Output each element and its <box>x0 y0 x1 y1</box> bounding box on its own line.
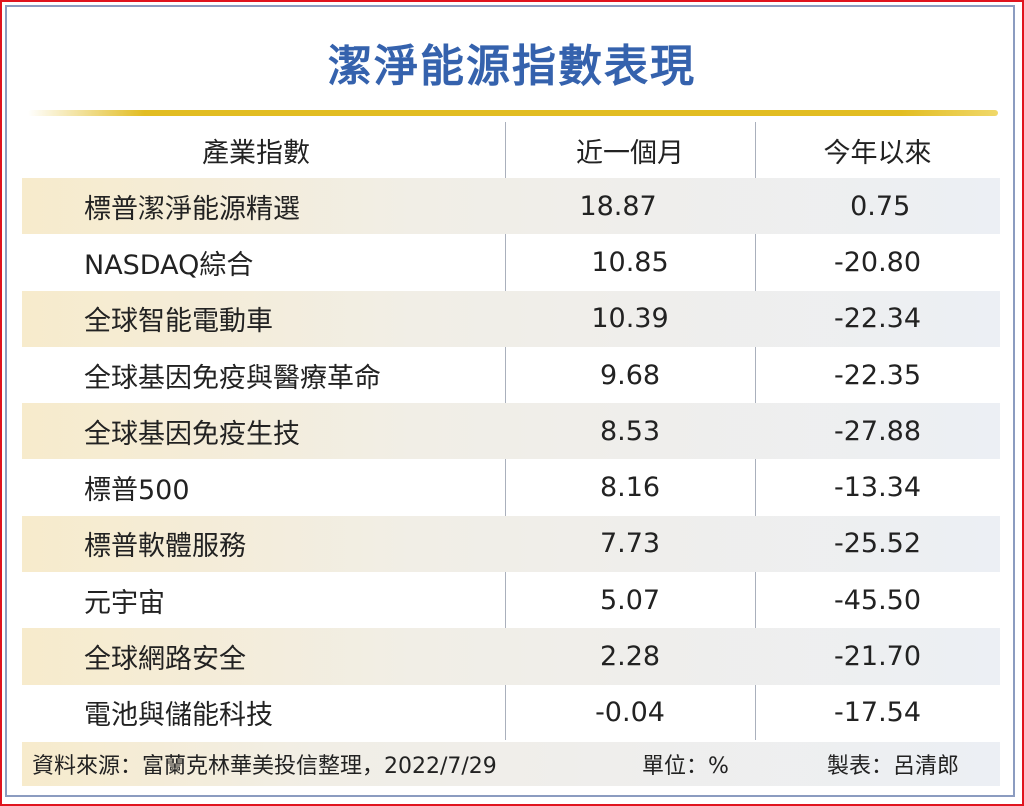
month-value: 18.87 <box>579 190 657 222</box>
ytd-value: -13.34 <box>833 472 922 504</box>
ytd-value: -22.35 <box>833 359 922 391</box>
unit-note: 單位：% <box>642 754 729 779</box>
header-past-month: 近一個月 <box>576 137 684 169</box>
table-row: 標普軟體服務 7.73 -25.52 <box>22 515 1000 573</box>
row-label: NASDAQ綜合 <box>84 249 254 281</box>
ytd-value: -20.80 <box>833 246 922 278</box>
table-row: 全球基因免疫與醫療革命 9.68 -22.35 <box>22 347 1000 403</box>
ytd-value: -22.34 <box>833 303 922 335</box>
month-value: 9.68 <box>599 359 661 391</box>
row-label: 電池與儲能科技 <box>84 700 273 732</box>
month-value: 2.28 <box>599 641 661 673</box>
source-note: 資料來源：富蘭克林華美投信整理，2022/7/29 <box>32 754 497 779</box>
header-ytd: 今年以來 <box>823 137 932 169</box>
footer: 資料來源：富蘭克林華美投信整理，2022/7/29 單位：% 製表：呂清郎 <box>22 742 1000 786</box>
row-label: 標普軟體服務 <box>84 531 246 563</box>
row-label: 全球智能電動車 <box>84 306 273 338</box>
row-label: 全球基因免疫生技 <box>84 418 300 450</box>
ytd-value: -45.50 <box>833 584 922 616</box>
month-value: 8.16 <box>599 472 661 504</box>
row-label: 全球基因免疫與醫療革命 <box>84 362 381 394</box>
inner-border <box>5 5 1015 797</box>
table-row: 電池與儲能科技 -0.04 -17.54 <box>22 685 1000 741</box>
row-label: 元宇宙 <box>84 587 165 619</box>
month-value: 8.53 <box>599 415 661 447</box>
table-row: 元宇宙 5.07 -45.50 <box>22 572 1000 628</box>
table-row: NASDAQ綜合 10.85 -20.80 <box>22 234 1000 290</box>
row-label: 標普潔淨能源精選 <box>84 193 300 225</box>
month-value: 10.39 <box>591 303 669 335</box>
author-note: 製表：呂清郎 <box>827 754 960 779</box>
ytd-value: 0.75 <box>850 190 911 222</box>
table-row: 全球網路安全 2.28 -21.70 <box>22 628 1000 685</box>
ytd-value: -21.70 <box>833 641 922 673</box>
month-value: 7.73 <box>599 528 661 560</box>
data-table: 產業指數 近一個月 今年以來 標普潔淨能源精選 18.87 0.75 NASDAQ綜合… <box>22 122 1000 741</box>
ytd-value: -17.54 <box>833 697 922 729</box>
table-row: 全球基因免疫生技 8.53 -27.88 <box>22 403 1000 460</box>
table-row: 標普潔淨能源精選 18.87 0.75 <box>22 178 1000 235</box>
row-label: 標普500 <box>84 475 190 507</box>
header-industry-index: 產業指數 <box>202 137 310 169</box>
table-row: 標普500 8.16 -13.34 <box>22 459 1000 515</box>
ytd-value: -25.52 <box>833 528 922 560</box>
month-value: 5.07 <box>599 584 661 616</box>
page-title: 潔淨能源指數表現 <box>328 41 696 92</box>
month-value: -0.04 <box>595 697 665 729</box>
ytd-value: -27.88 <box>833 415 922 447</box>
row-label: 全球網路安全 <box>84 644 246 676</box>
table-row: 全球智能電動車 10.39 -22.34 <box>22 290 1000 347</box>
accent-divider <box>28 110 998 116</box>
table-header: 產業指數 近一個月 今年以來 <box>22 122 1000 178</box>
month-value: 10.85 <box>591 246 669 278</box>
